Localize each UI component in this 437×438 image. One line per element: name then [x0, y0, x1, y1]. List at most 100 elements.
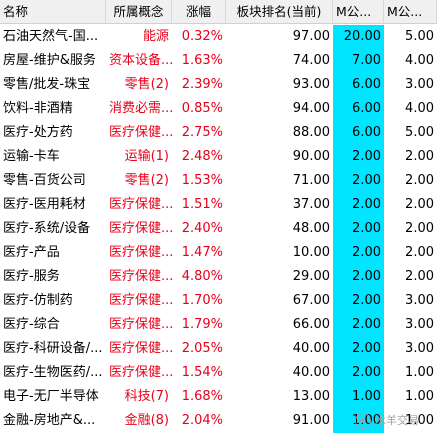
cell-m1: 1.00: [333, 385, 384, 409]
table-row[interactable]: 房屋-维护&服务 资本设备... 1.63% 74.00 7.00 4.00: [0, 49, 437, 73]
cell-rank: 94.00: [292, 101, 330, 116]
table-row[interactable]: 零售-百货公司 零售(2) 1.53% 71.00 2.00 2.00: [0, 169, 437, 193]
cell-rank: 40.00: [292, 341, 330, 356]
cell-concept: 医疗保健...: [109, 197, 172, 212]
cell-m2: 2.00: [405, 197, 434, 212]
header-m2[interactable]: M公...: [384, 0, 437, 24]
watermark: 木羊交易: [355, 410, 435, 432]
cell-rank: 48.00: [292, 221, 330, 236]
cell-rank: 71.00: [292, 173, 330, 188]
header-concept[interactable]: 所属概念: [106, 0, 172, 24]
table-row[interactable]: 电子-无厂半导体 科技(7) 1.68% 13.00 1.00 1.00: [0, 385, 437, 409]
cell-name: 饮料-非酒精: [3, 101, 73, 116]
cell-name: 运输-卡车: [3, 149, 60, 164]
table-row[interactable]: 医疗-处方药 医疗保健... 2.75% 88.00 6.00 5.00: [0, 121, 437, 145]
header-rank[interactable]: 板块排名(当前): [226, 0, 333, 24]
table-row[interactable]: 医疗-综合 医疗保健... 1.79% 66.00 2.00 3.00: [0, 313, 437, 337]
cell-change: 2.48%: [181, 149, 223, 164]
watermark-text: 木羊交易: [375, 414, 419, 427]
cell-rank: 97.00: [292, 29, 330, 44]
cell-name: 金融-房地产&...: [3, 413, 96, 428]
cell-name: 房屋-维护&服务: [3, 53, 96, 68]
cell-rank: 88.00: [292, 125, 330, 140]
table-row[interactable]: 饮料-非酒精 消费必需... 0.85% 94.00 6.00 4.00: [0, 97, 437, 121]
cell-change: 1.70%: [181, 293, 223, 308]
cell-name: 医疗-产品: [3, 245, 60, 260]
header-change[interactable]: 涨幅: [172, 0, 226, 24]
cell-m2: 4.00: [405, 53, 434, 68]
cell-name: 医疗-生物医药/...: [3, 365, 103, 380]
cell-concept: 运输(1): [124, 149, 169, 164]
cell-concept: 医疗保健...: [109, 245, 172, 260]
cell-m1: 6.00: [333, 73, 384, 97]
cell-change: 1.51%: [181, 197, 223, 212]
cell-m1: 2.00: [333, 241, 384, 265]
table-row[interactable]: 医疗-生物医药/... 医疗保健... 1.54% 40.00 2.00 1.00: [0, 361, 437, 385]
cell-name: 电子-无厂半导体: [3, 389, 99, 404]
cell-m1: 6.00: [333, 121, 384, 145]
cell-rank: 93.00: [292, 77, 330, 92]
cell-change: 1.68%: [181, 389, 223, 404]
cell-name: 医疗-服务: [3, 269, 60, 284]
table-row[interactable]: 医疗-系统/设备 医疗保健... 2.40% 48.00 2.00 2.00: [0, 217, 437, 241]
table-row[interactable]: 医疗-科研设备/... 医疗保健... 2.05% 40.00 2.00 3.00: [0, 337, 437, 361]
cell-change: 2.04%: [181, 413, 223, 428]
cell-concept: 医疗保健...: [109, 269, 172, 284]
table-row[interactable]: 石油天然气-国... 能源 0.32% 97.00 20.00 5.00: [0, 25, 437, 49]
cell-concept: 资本设备...: [109, 53, 172, 68]
cell-change: 0.85%: [181, 101, 223, 116]
cell-rank: 13.00: [292, 389, 330, 404]
cell-concept: 医疗保健...: [109, 341, 172, 356]
cell-name: 零售/批发-珠宝: [3, 77, 91, 92]
table-row[interactable]: 医疗-仿制药 医疗保健... 1.70% 67.00 2.00 3.00: [0, 289, 437, 313]
cell-m2: 4.00: [405, 101, 434, 116]
cell-m2: 5.00: [405, 125, 434, 140]
cell-m2: 3.00: [405, 317, 434, 332]
cell-m2: 2.00: [405, 221, 434, 236]
header-name[interactable]: 名称: [0, 0, 106, 24]
cell-m2: 2.00: [405, 149, 434, 164]
table-row[interactable]: 医疗-服务 医疗保健... 4.80% 29.00 2.00 2.00: [0, 265, 437, 289]
cell-change: 1.53%: [181, 173, 223, 188]
cell-m1: 2.00: [333, 337, 384, 361]
cell-concept: 金融(8): [124, 413, 169, 428]
cell-concept: 医疗保健...: [109, 365, 172, 380]
cell-rank: 74.00: [292, 53, 330, 68]
cell-m2: 1.00: [405, 413, 434, 428]
cell-rank: 67.00: [292, 293, 330, 308]
cell-rank: 40.00: [292, 365, 330, 380]
cell-change: 1.63%: [181, 53, 223, 68]
table-row[interactable]: 医疗-产品 医疗保健... 1.47% 10.00 2.00 2.00: [0, 241, 437, 265]
cell-change: 1.54%: [181, 365, 223, 380]
cell-change: 2.05%: [181, 341, 223, 356]
cell-name: 医疗-综合: [3, 317, 60, 332]
table-header: 名称 所属概念 涨幅 板块排名(当前) M公... M公...: [0, 0, 437, 24]
cell-m1: 2.00: [333, 217, 384, 241]
cell-concept: 医疗保健...: [109, 293, 172, 308]
cell-name: 医疗-科研设备/...: [3, 341, 103, 356]
cell-rank: 90.00: [292, 149, 330, 164]
cell-m1: 2.00: [333, 361, 384, 385]
cell-change: 0.32%: [181, 29, 223, 44]
cell-concept: 零售(2): [124, 77, 169, 92]
header-m1[interactable]: M公...: [333, 0, 384, 24]
table-row[interactable]: 运输-卡车 运输(1) 2.48% 90.00 2.00 2.00: [0, 145, 437, 169]
cell-rank: 66.00: [292, 317, 330, 332]
cell-concept: 消费必需...: [109, 101, 172, 116]
cell-change: 2.39%: [181, 77, 223, 92]
cell-m1: 2.00: [333, 193, 384, 217]
cell-name: 医疗-医用耗材: [3, 197, 86, 212]
cell-m1: 20.00: [333, 25, 384, 49]
cell-name: 医疗-系统/设备: [3, 221, 91, 236]
cell-name: 医疗-仿制药: [3, 293, 73, 308]
cell-concept: 能源: [142, 29, 169, 44]
cell-m1: 2.00: [333, 289, 384, 313]
cell-concept: 零售(2): [124, 173, 169, 188]
table-row[interactable]: 零售/批发-珠宝 零售(2) 2.39% 93.00 6.00 3.00: [0, 73, 437, 97]
table-row[interactable]: 医疗-医用耗材 医疗保健... 1.51% 37.00 2.00 2.00: [0, 193, 437, 217]
cell-m2: 3.00: [405, 293, 434, 308]
cell-m2: 3.00: [405, 341, 434, 356]
cell-m2: 3.00: [405, 77, 434, 92]
cell-concept: 医疗保健...: [109, 317, 172, 332]
